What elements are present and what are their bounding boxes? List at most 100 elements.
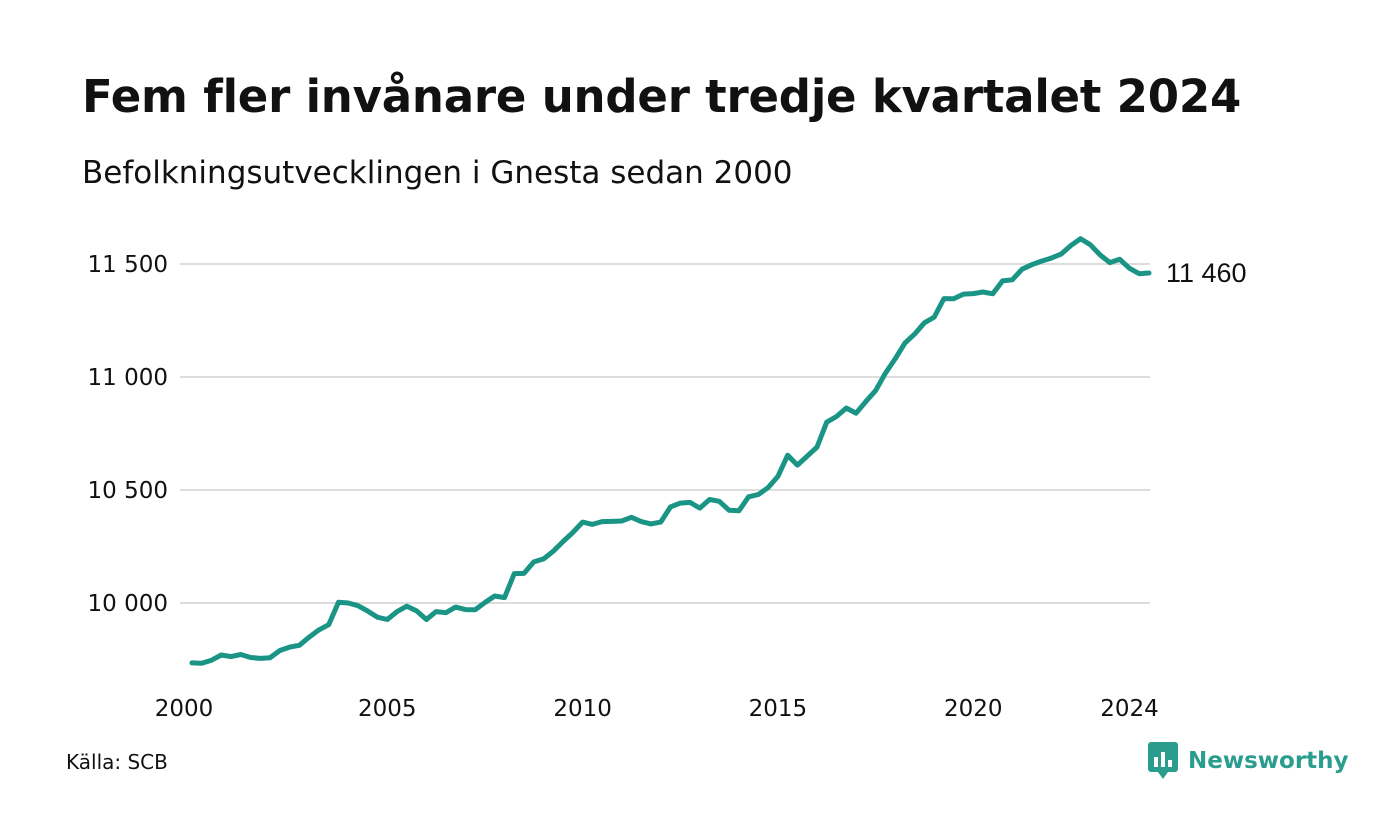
data-point bbox=[942, 297, 946, 301]
data-point bbox=[903, 341, 907, 345]
data-point bbox=[200, 661, 204, 665]
x-tick-label: 2015 bbox=[749, 696, 808, 722]
data-point bbox=[669, 505, 672, 509]
data-point bbox=[219, 653, 223, 657]
data-point bbox=[1088, 243, 1092, 247]
data-point bbox=[542, 557, 546, 561]
data-point bbox=[366, 609, 370, 613]
data-point bbox=[825, 420, 829, 424]
data-point bbox=[512, 572, 516, 576]
data-point bbox=[317, 628, 321, 632]
data-point bbox=[376, 615, 380, 619]
data-point bbox=[1010, 278, 1014, 282]
data-point bbox=[1079, 237, 1083, 241]
chart-subtitle: Befolkningsutvecklingen i Gnesta sedan 2… bbox=[82, 155, 793, 191]
data-point bbox=[385, 617, 389, 621]
data-point bbox=[639, 520, 643, 524]
data-point bbox=[1108, 261, 1112, 265]
data-point bbox=[971, 292, 975, 296]
data-point bbox=[600, 520, 604, 524]
data-point bbox=[717, 499, 721, 503]
data-point bbox=[737, 509, 741, 513]
data-point bbox=[932, 315, 936, 319]
data-point bbox=[395, 610, 399, 614]
data-point bbox=[356, 604, 360, 608]
data-point bbox=[336, 600, 340, 604]
data-point bbox=[835, 415, 839, 419]
data-point bbox=[1020, 267, 1024, 271]
data-point bbox=[893, 357, 897, 361]
data-point bbox=[805, 454, 809, 458]
brand-name: Newsworthy bbox=[1188, 748, 1349, 774]
data-point bbox=[961, 292, 965, 296]
x-tick-label: 2000 bbox=[155, 696, 214, 722]
data-point bbox=[278, 648, 282, 652]
data-point bbox=[590, 522, 594, 526]
data-point bbox=[629, 515, 633, 519]
data-point bbox=[766, 486, 770, 490]
data-point bbox=[659, 520, 663, 524]
y-tick-label: 10 500 bbox=[88, 478, 168, 504]
data-point bbox=[1147, 271, 1151, 275]
data-point bbox=[747, 495, 751, 499]
x-tick-label: 2024 bbox=[1100, 696, 1159, 722]
data-point bbox=[1127, 266, 1131, 270]
data-point bbox=[190, 661, 194, 665]
x-tick-label: 2010 bbox=[553, 696, 612, 722]
data-point bbox=[922, 321, 926, 325]
data-point bbox=[815, 445, 819, 449]
data-point bbox=[434, 610, 438, 614]
data-point bbox=[1137, 272, 1141, 276]
y-tick-label: 11 500 bbox=[88, 252, 168, 278]
data-point bbox=[473, 608, 477, 612]
data-point bbox=[581, 520, 585, 524]
data-point bbox=[502, 596, 506, 600]
data-point bbox=[678, 501, 682, 505]
data-point bbox=[483, 601, 487, 605]
data-point bbox=[1040, 259, 1044, 263]
x-tick-label: 2020 bbox=[944, 696, 1003, 722]
data-point bbox=[698, 506, 702, 510]
end-label-layer: 11 460 bbox=[1166, 258, 1247, 288]
chart-title: Fem fler invånare under tredje kvartalet… bbox=[82, 70, 1242, 123]
data-point bbox=[727, 508, 731, 512]
data-point bbox=[229, 655, 233, 659]
data-point bbox=[1098, 253, 1102, 257]
data-point bbox=[463, 608, 467, 612]
data-point bbox=[571, 530, 575, 534]
data-point bbox=[532, 560, 536, 564]
gridlines bbox=[180, 263, 1150, 604]
data-point bbox=[1049, 256, 1053, 260]
data-point bbox=[327, 623, 331, 627]
data-point bbox=[551, 549, 555, 553]
y-tick-label: 10 000 bbox=[88, 591, 168, 617]
data-point bbox=[210, 658, 214, 662]
data-point bbox=[854, 411, 858, 415]
data-point bbox=[493, 594, 497, 598]
data-point bbox=[688, 500, 692, 504]
data-point bbox=[249, 655, 253, 659]
data-point bbox=[786, 453, 790, 457]
data-point bbox=[864, 400, 868, 404]
data-point bbox=[708, 497, 712, 501]
data-point bbox=[405, 604, 409, 608]
data-point bbox=[913, 332, 917, 336]
data-point bbox=[454, 605, 458, 609]
end-value-label: 11 460 bbox=[1166, 258, 1247, 288]
y-axis-tick-labels: 10 000 10 500 11 000 11 500 bbox=[88, 252, 168, 617]
data-point bbox=[874, 389, 878, 393]
brand-logo[interactable]: Newsworthy bbox=[1148, 742, 1349, 780]
data-point bbox=[610, 519, 614, 523]
data-point bbox=[288, 645, 292, 649]
data-point bbox=[307, 635, 311, 639]
data-point bbox=[239, 653, 243, 657]
data-point bbox=[1118, 257, 1122, 261]
data-point bbox=[649, 522, 653, 526]
x-tick-label: 2005 bbox=[358, 696, 417, 722]
data-point bbox=[561, 540, 565, 544]
data-point bbox=[620, 519, 624, 523]
data-point bbox=[1001, 279, 1005, 283]
data-point bbox=[991, 292, 995, 296]
data-point bbox=[346, 601, 350, 605]
